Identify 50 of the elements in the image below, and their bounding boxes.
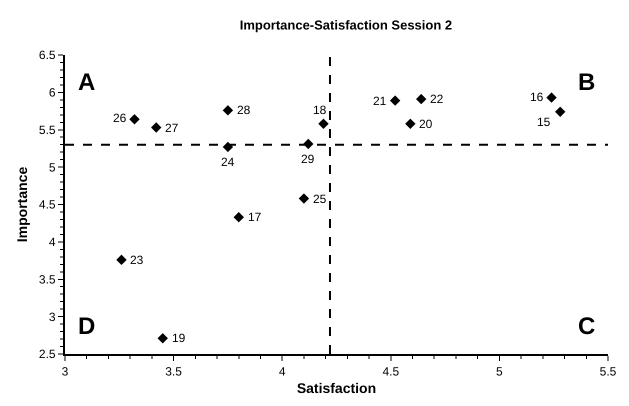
annotation: 25 [313, 192, 327, 206]
y-tick-label: 3 [48, 310, 56, 324]
point [222, 105, 234, 116]
y-tick-label: 2.5 [38, 347, 56, 362]
annotation: A [78, 69, 96, 96]
annotation: 19 [172, 331, 186, 345]
annotation: 20 [419, 117, 433, 131]
annotation: 15 [537, 115, 551, 129]
annotation: B [578, 69, 596, 96]
point [546, 92, 557, 103]
x-axis-title: Satisfaction [296, 380, 376, 396]
point [555, 106, 566, 118]
point [390, 95, 400, 106]
y-tick-label: 6.5 [38, 48, 56, 62]
annotation: 17 [248, 210, 262, 224]
point [116, 254, 127, 266]
y-tick-label: 5 [48, 160, 56, 174]
point [158, 333, 168, 344]
y-tick-label: 5.5 [38, 122, 56, 137]
annotation: 27 [165, 121, 179, 135]
point [151, 122, 162, 133]
chart-title: Importance-Satisfaction Session 2 [240, 17, 452, 32]
annotation: 24 [221, 155, 235, 169]
annotation: 18 [313, 103, 327, 117]
x-tick-label: 4 [278, 364, 286, 378]
annotation: 29 [301, 152, 315, 166]
annotation: 21 [373, 94, 387, 108]
annotation: 26 [113, 111, 127, 125]
point [234, 212, 244, 222]
x-tick-label: 3.5 [165, 364, 182, 378]
point [405, 118, 416, 129]
annotation: D [78, 313, 96, 340]
y-axis-title: Importance [14, 166, 30, 242]
annotation: 23 [130, 253, 144, 267]
annotation: 16 [530, 90, 544, 104]
point [298, 193, 310, 204]
x-tick-label: 4.5 [382, 364, 400, 378]
x-tick-label: 5 [496, 364, 504, 378]
y-tick-label: 4.5 [38, 198, 56, 212]
point [318, 118, 329, 129]
y-tick-label: 6 [48, 86, 56, 100]
point [129, 114, 140, 124]
annotation: C [578, 313, 596, 340]
point [416, 94, 426, 104]
annotation: 22 [430, 92, 444, 106]
annotation: 28 [237, 103, 251, 117]
x-tick-label: 3 [62, 364, 69, 378]
y-tick-label: 3.5 [38, 272, 56, 286]
y-tick-label: 4 [48, 235, 56, 250]
x-tick-label: 5.5 [600, 364, 617, 378]
